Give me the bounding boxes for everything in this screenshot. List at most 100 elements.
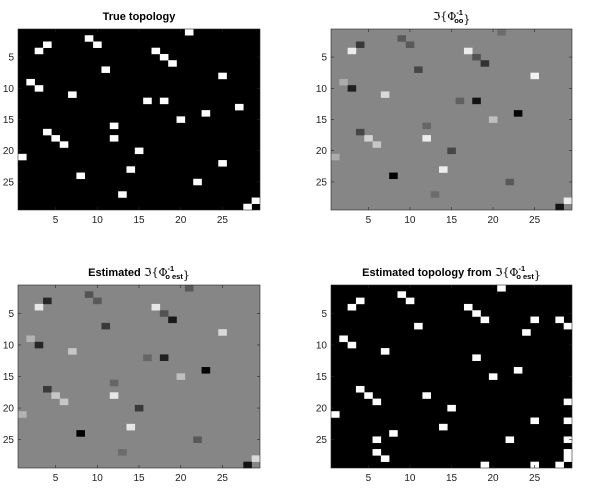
x-tick-label: 5 bbox=[53, 215, 59, 226]
heatmap-cell bbox=[472, 354, 481, 361]
heatmap-cell bbox=[397, 291, 407, 298]
x-tick-label: 25 bbox=[529, 473, 541, 484]
heatmap-cell bbox=[355, 41, 365, 48]
heatmap-cell bbox=[422, 122, 431, 130]
heatmap-cell bbox=[193, 178, 202, 186]
x-tick-label: 15 bbox=[133, 215, 145, 226]
heatmap-cell bbox=[372, 436, 382, 444]
heatmap-cell bbox=[513, 367, 523, 374]
heatmap-cell bbox=[126, 423, 136, 431]
heatmap-cell bbox=[159, 53, 169, 61]
heatmap-cell bbox=[109, 122, 119, 130]
heatmap-cell bbox=[18, 411, 27, 418]
heatmap-cell bbox=[134, 147, 144, 155]
heatmap-cell bbox=[93, 41, 102, 48]
heatmap-cell bbox=[118, 449, 127, 456]
heatmap-background bbox=[18, 29, 260, 210]
heatmap-cell bbox=[339, 78, 348, 86]
heatmap-cell bbox=[513, 110, 523, 117]
heatmap-cell bbox=[43, 41, 52, 48]
x-tick-label: 20 bbox=[487, 215, 499, 226]
y-tick-label: 15 bbox=[3, 115, 15, 126]
heatmap-cell bbox=[372, 449, 382, 456]
heatmap-cell bbox=[234, 103, 244, 111]
y-tick-label: 5 bbox=[8, 309, 14, 320]
heatmap-cell bbox=[168, 316, 177, 324]
heatmap-cell bbox=[505, 436, 515, 444]
heatmap-cell bbox=[380, 455, 390, 462]
heatmap-cell bbox=[563, 398, 573, 406]
heatmap-cell bbox=[159, 97, 169, 105]
heatmap-cell bbox=[84, 291, 94, 298]
y-tick-label: 20 bbox=[316, 146, 328, 157]
heatmap-cell bbox=[218, 72, 227, 80]
y-tick-label: 10 bbox=[3, 340, 15, 351]
heatmap-cell bbox=[505, 178, 515, 186]
heatmap-cell bbox=[447, 404, 456, 412]
x-tick-label: 15 bbox=[133, 473, 145, 484]
heatmap-cell bbox=[555, 316, 564, 324]
heatmap-cell bbox=[480, 316, 490, 324]
heatmap-cell bbox=[218, 329, 227, 336]
heatmap-cell bbox=[34, 303, 44, 311]
heatmap-cell bbox=[34, 341, 44, 349]
heatmap-cell bbox=[331, 153, 340, 161]
heatmap-cell bbox=[18, 153, 27, 161]
heatmap-cell bbox=[134, 404, 144, 412]
heatmap-cell bbox=[405, 297, 415, 305]
chart-title: Estimated topology from ℑ{Φ-1 o est} bbox=[362, 264, 541, 282]
y-tick-label: 5 bbox=[321, 53, 327, 64]
heatmap-cell bbox=[184, 285, 194, 292]
heatmap-cell bbox=[34, 47, 44, 55]
heatmap-cell bbox=[168, 60, 177, 67]
heatmap-cell bbox=[372, 141, 382, 148]
heatmap-cell bbox=[563, 455, 573, 462]
x-tick-label: 15 bbox=[446, 473, 458, 484]
heatmap-cell bbox=[380, 348, 390, 355]
heatmap-cell bbox=[563, 322, 573, 330]
heatmap-cell bbox=[26, 335, 35, 343]
heatmap-cell bbox=[563, 436, 573, 444]
heatmap-cell bbox=[555, 461, 564, 469]
heatmap-cell bbox=[530, 72, 540, 80]
heatmap-cell bbox=[430, 191, 440, 198]
y-tick-label: 5 bbox=[8, 53, 14, 64]
heatmap-panel-2: 5 10 15 20 25 5 10 15 20 25 ℑ{Φ-1 oo} bbox=[316, 8, 573, 226]
heatmap-cell bbox=[43, 385, 52, 393]
heatmap-cell bbox=[109, 379, 119, 387]
heatmap-background bbox=[331, 285, 572, 468]
x-tick-label: 5 bbox=[366, 215, 372, 226]
heatmap-cell bbox=[480, 461, 490, 469]
heatmap-cell bbox=[347, 303, 357, 311]
heatmap-cell bbox=[372, 398, 382, 406]
chart-title: True topology bbox=[103, 11, 177, 23]
heatmap-cell bbox=[530, 316, 540, 324]
heatmap-cell bbox=[176, 116, 186, 123]
heatmap-cell bbox=[488, 373, 498, 380]
heatmap-cell bbox=[109, 392, 119, 399]
x-tick-label: 25 bbox=[529, 215, 541, 226]
heatmap-cell bbox=[109, 135, 119, 142]
y-tick-label: 15 bbox=[3, 372, 15, 383]
heatmap-cell bbox=[151, 303, 161, 311]
y-tick-label: 10 bbox=[316, 340, 328, 351]
heatmap-cell bbox=[463, 303, 473, 311]
heatmap-cell bbox=[414, 66, 423, 73]
y-tick-label: 25 bbox=[3, 177, 15, 188]
heatmap-cell bbox=[389, 430, 398, 437]
x-tick-label: 5 bbox=[366, 473, 372, 484]
heatmap-cell bbox=[201, 110, 211, 117]
chart-title: ℑ{Φ-1 oo} bbox=[433, 8, 471, 26]
heatmap-cell bbox=[193, 436, 202, 444]
y-tick-label: 10 bbox=[316, 84, 328, 95]
heatmap-cell bbox=[422, 392, 431, 399]
heatmap-cell bbox=[522, 329, 531, 336]
heatmap-cell bbox=[563, 449, 573, 456]
y-tick-label: 10 bbox=[3, 84, 15, 95]
heatmap-cell bbox=[563, 417, 573, 425]
heatmap-cell bbox=[497, 285, 506, 292]
heatmap-cell bbox=[530, 417, 540, 425]
heatmap-cell bbox=[472, 53, 481, 61]
heatmap-background bbox=[18, 285, 260, 468]
heatmap-cell bbox=[143, 97, 152, 105]
